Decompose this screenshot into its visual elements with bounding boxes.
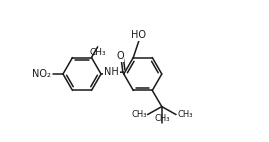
Text: CH₃: CH₃ [131, 110, 147, 119]
Text: CH₃: CH₃ [177, 110, 193, 119]
Text: NO₂: NO₂ [32, 69, 51, 79]
Text: NH: NH [104, 67, 119, 77]
Text: O: O [116, 51, 124, 61]
Text: CH₃: CH₃ [89, 48, 106, 57]
Text: HO: HO [132, 30, 147, 40]
Text: CH₃: CH₃ [154, 114, 169, 123]
